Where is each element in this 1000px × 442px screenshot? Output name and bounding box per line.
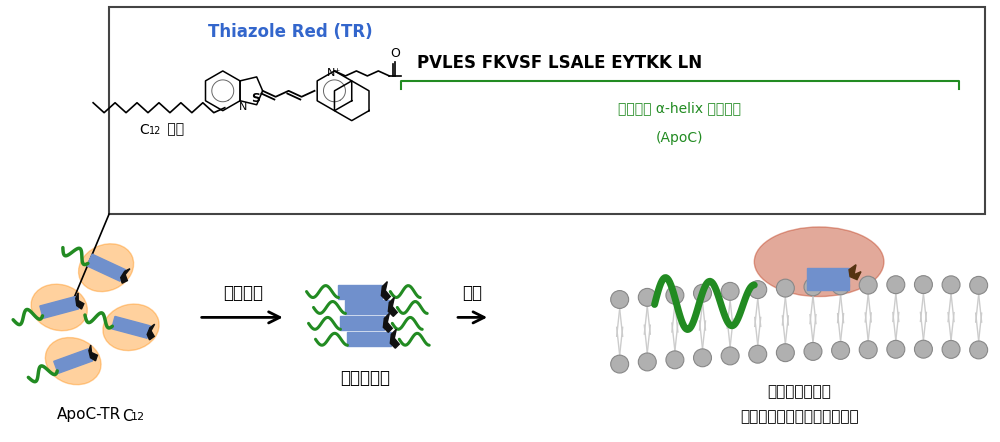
Text: O: O <box>390 47 400 60</box>
Text: ApoC-TR: ApoC-TR <box>57 407 121 422</box>
Text: C: C <box>122 409 133 424</box>
Circle shape <box>832 342 850 359</box>
Bar <box>54 349 93 373</box>
Circle shape <box>970 341 988 359</box>
Bar <box>338 285 382 298</box>
Circle shape <box>914 340 932 358</box>
Text: 部位: 部位 <box>163 122 184 137</box>
Circle shape <box>721 347 739 365</box>
Text: (ApoC): (ApoC) <box>656 130 704 145</box>
Bar <box>807 268 849 290</box>
Bar <box>347 332 391 346</box>
Text: C: C <box>139 122 149 137</box>
Bar <box>345 301 389 314</box>
Circle shape <box>942 276 960 294</box>
Ellipse shape <box>31 284 87 331</box>
Polygon shape <box>383 313 392 332</box>
Text: PVLES FKVSF LSALE EYTKK LN: PVLES FKVSF LSALE EYTKK LN <box>417 54 702 72</box>
Circle shape <box>749 281 767 298</box>
Text: N: N <box>239 102 247 112</box>
Ellipse shape <box>79 244 134 292</box>
Circle shape <box>859 341 877 358</box>
Circle shape <box>611 290 629 309</box>
Circle shape <box>776 279 794 297</box>
Text: S: S <box>251 92 260 105</box>
Circle shape <box>638 289 656 306</box>
Circle shape <box>749 345 767 363</box>
Circle shape <box>832 277 850 295</box>
Text: 凝集体形成: 凝集体形成 <box>340 369 390 387</box>
Bar <box>340 316 384 330</box>
Circle shape <box>611 355 629 373</box>
Ellipse shape <box>103 304 159 351</box>
Circle shape <box>666 286 684 304</box>
Text: N⁺: N⁺ <box>327 68 342 78</box>
Circle shape <box>804 343 822 360</box>
Text: 12: 12 <box>131 412 145 422</box>
Text: 解消: 解消 <box>462 285 482 302</box>
Bar <box>109 8 985 214</box>
Polygon shape <box>849 265 861 280</box>
Circle shape <box>694 284 711 302</box>
Text: エクソソーム脂質膜への結合: エクソソーム脂質膜への結合 <box>740 409 858 424</box>
Ellipse shape <box>754 227 884 297</box>
Circle shape <box>887 276 905 293</box>
Circle shape <box>694 349 711 367</box>
Circle shape <box>666 351 684 369</box>
Polygon shape <box>390 329 399 348</box>
Text: 高い曲率を持つ: 高い曲率を持つ <box>767 384 831 399</box>
Polygon shape <box>76 293 84 309</box>
Text: 自己会合: 自己会合 <box>223 285 263 302</box>
Circle shape <box>638 353 656 371</box>
Circle shape <box>776 344 794 362</box>
Text: Thiazole Red (TR): Thiazole Red (TR) <box>208 23 373 41</box>
Bar <box>112 316 150 338</box>
Circle shape <box>804 278 822 296</box>
Circle shape <box>970 276 988 294</box>
Polygon shape <box>147 324 155 340</box>
Circle shape <box>887 340 905 358</box>
Text: 12: 12 <box>149 126 161 136</box>
Bar <box>40 297 79 318</box>
Bar <box>87 254 125 281</box>
Circle shape <box>942 340 960 358</box>
Polygon shape <box>388 297 397 316</box>
Circle shape <box>914 276 932 293</box>
Circle shape <box>721 282 739 300</box>
Polygon shape <box>121 269 130 283</box>
Polygon shape <box>381 282 390 301</box>
Polygon shape <box>89 345 97 361</box>
Text: 両親媒性 α-helix ペプチド: 両親媒性 α-helix ペプチド <box>618 101 741 115</box>
Circle shape <box>859 276 877 294</box>
Ellipse shape <box>45 338 101 385</box>
